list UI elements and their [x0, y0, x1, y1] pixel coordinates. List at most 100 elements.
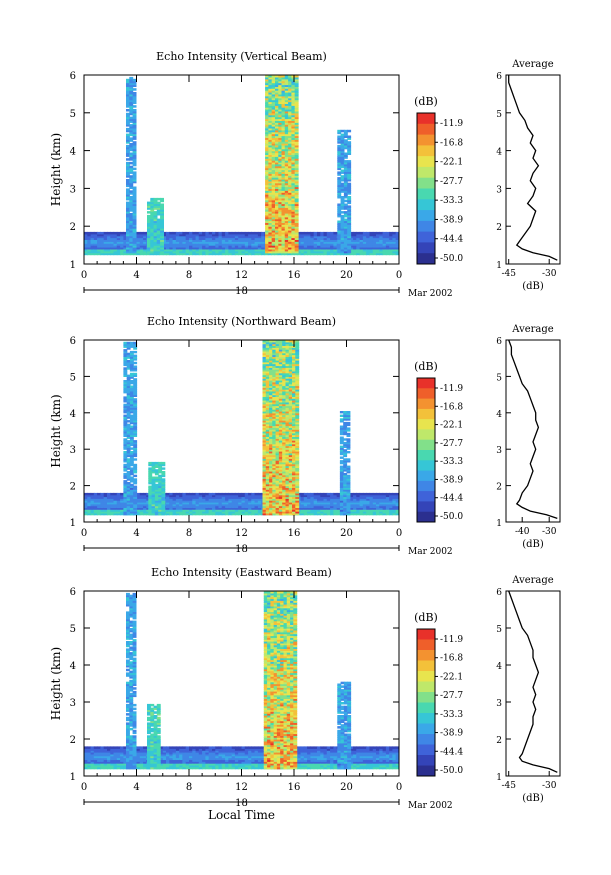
heatmap-cell	[132, 196, 137, 199]
heatmap-cell	[347, 233, 352, 237]
heatmap-cell	[284, 107, 289, 110]
heatmap-cell	[248, 245, 252, 248]
heatmap-cell	[150, 197, 155, 201]
heatmap-cell	[132, 116, 137, 120]
heatmap-cell	[84, 252, 88, 256]
heatmap-cell	[100, 245, 105, 248]
heatmap-cell	[333, 511, 338, 514]
heatmap-cell	[150, 205, 155, 208]
heatmap-cell	[208, 235, 213, 239]
heatmap-cell	[272, 469, 277, 472]
heatmap-cell	[110, 512, 115, 516]
heatmap-cell	[310, 498, 315, 501]
heatmap-cell	[281, 152, 286, 155]
heatmap-cell	[265, 167, 269, 171]
heatmap-cell	[278, 496, 283, 499]
heatmap-cell	[123, 469, 128, 472]
heatmap-cell	[275, 385, 280, 388]
heatmap-cell	[347, 175, 352, 178]
heatmap-cell	[278, 205, 283, 208]
heatmap-cell	[265, 425, 270, 428]
heatmap-cell	[231, 492, 236, 496]
heatmap-cell	[84, 496, 88, 499]
heatmap-cell	[395, 235, 399, 239]
heatmap-cell	[123, 452, 128, 456]
heatmap-cell	[189, 252, 193, 256]
heatmap-cell	[228, 245, 233, 248]
heatmap-cell	[340, 163, 345, 167]
heatmap-cell	[132, 167, 137, 171]
heatmap-cell	[343, 199, 348, 203]
heatmap-cell	[126, 491, 131, 494]
heatmap-cell	[147, 243, 151, 246]
heatmap-cell	[278, 405, 283, 408]
heatmap-cell	[284, 160, 289, 163]
average-x-unit: (dB)	[522, 281, 544, 292]
heatmap-cell	[310, 243, 315, 246]
heatmap-cell	[265, 199, 269, 203]
heatmap-cell	[156, 247, 161, 250]
heatmap-cell	[129, 503, 134, 507]
heatmap-cell	[198, 248, 203, 252]
heatmap-cell	[225, 511, 229, 514]
heatmap-cell	[268, 199, 273, 203]
heatmap-cell	[147, 201, 151, 205]
colorbar-label: -16.8	[440, 138, 463, 148]
heatmap-cell	[310, 237, 315, 240]
heatmap-cell	[356, 235, 361, 239]
heatmap-cell	[126, 211, 130, 214]
heatmap-cell	[275, 374, 280, 377]
heatmap-cell	[300, 252, 305, 256]
heatmap-cell	[269, 403, 273, 407]
heatmap-cell	[123, 454, 128, 458]
heatmap-cell	[376, 496, 380, 499]
heatmap-cell	[234, 494, 239, 498]
heatmap-cell	[268, 158, 273, 161]
heatmap-cell	[275, 451, 280, 454]
heatmap-cell	[129, 179, 134, 182]
heatmap-cell	[228, 248, 233, 252]
heatmap-cell	[326, 512, 331, 516]
heatmap-cell	[366, 235, 371, 239]
heatmap-cell	[288, 243, 292, 246]
heatmap-cell	[271, 197, 276, 201]
heatmap-cell	[129, 427, 134, 430]
heatmap-cell	[278, 487, 283, 490]
heatmap-cell	[126, 239, 130, 242]
heatmap-cell	[271, 247, 276, 250]
heatmap-cell	[126, 396, 131, 399]
heatmap-cell	[90, 237, 95, 240]
heatmap-cell	[150, 207, 155, 210]
heatmap-cell	[268, 110, 273, 114]
heatmap-cell	[275, 485, 280, 488]
heatmap-cell	[278, 190, 283, 193]
heatmap-cell	[333, 502, 338, 505]
heatmap-cell	[132, 118, 137, 121]
heatmap-cell	[133, 434, 138, 437]
heatmap-cell	[278, 498, 283, 501]
heatmap-cell	[340, 243, 345, 246]
heatmap-cell	[129, 88, 134, 91]
heatmap-cell	[169, 233, 174, 237]
heatmap-cell	[251, 248, 256, 252]
heatmap-cell	[262, 452, 267, 456]
heatmap-cell	[395, 241, 399, 244]
heatmap-cell	[97, 250, 101, 254]
heatmap-cell	[272, 356, 277, 359]
heatmap-cell	[172, 245, 177, 248]
heatmap-cell	[123, 239, 128, 242]
heatmap-cell	[272, 456, 277, 459]
heatmap-cell	[148, 478, 153, 481]
heatmap-cell	[275, 378, 280, 381]
heatmap-cell	[337, 194, 342, 197]
heatmap-cell	[153, 247, 158, 250]
heatmap-cell	[278, 186, 283, 189]
heatmap-cell	[160, 247, 164, 250]
heatmap-cell	[343, 167, 348, 171]
heatmap-cell	[189, 237, 193, 240]
heatmap-cell	[262, 491, 267, 494]
heatmap-cell	[261, 233, 266, 237]
heatmap-cell	[90, 231, 95, 235]
heatmap-cell	[238, 247, 243, 250]
y-tick-label: 1	[70, 260, 76, 271]
